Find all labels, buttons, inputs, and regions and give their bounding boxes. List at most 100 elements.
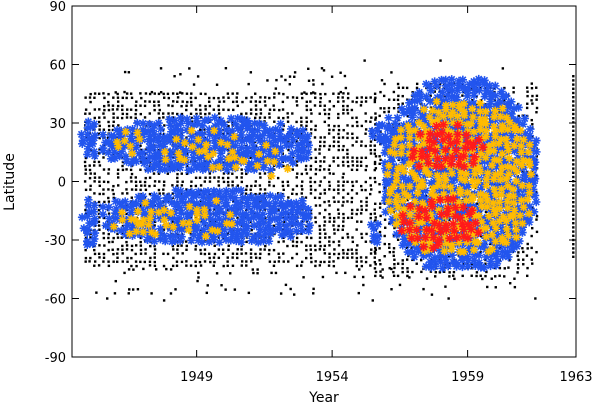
small-point [319,164,322,168]
large-point [498,121,507,130]
medium-point [416,108,425,117]
largest-point [467,205,477,215]
large-point [263,157,272,166]
largest-point [414,161,424,171]
medium-point [430,257,439,266]
medium-point [101,221,111,230]
medium-point [172,220,182,229]
small-point [111,108,115,111]
small-point [148,112,152,115]
medium-point [84,134,94,144]
small-point [116,92,119,96]
small-point [273,96,276,99]
small-point [98,192,101,196]
small-point [199,116,203,119]
small-point [318,212,321,215]
small-point [88,176,92,180]
large-point [217,138,226,147]
medium-point [293,146,303,155]
small-point [291,192,294,195]
small-point [341,148,345,152]
large-point [517,148,526,157]
large-point [495,217,504,226]
small-point [332,104,336,108]
medium-point [260,230,269,240]
medium-point [265,138,274,147]
medium-point [436,124,446,133]
medium-point [409,131,419,140]
small-point [102,92,105,95]
small-point [121,192,124,195]
small-point [447,254,451,258]
medium-point [226,158,235,168]
medium-point [222,125,231,135]
small-point [231,92,234,95]
small-point [369,184,373,187]
small-point [134,180,138,184]
small-point [300,220,304,223]
medium-point [507,131,517,140]
medium-point [486,97,495,106]
small-point [171,104,174,108]
medium-point [299,214,309,223]
medium-point [143,127,153,136]
medium-point [386,179,395,188]
large-point [503,204,512,213]
large-point [405,127,414,136]
small-point [356,220,359,223]
small-point [355,116,358,119]
medium-point [254,158,263,167]
large-point [383,170,392,179]
small-point [381,268,384,271]
small-point [166,92,170,96]
small-point [102,252,106,256]
small-point [430,293,434,296]
small-point [272,184,276,188]
medium-point [266,165,275,175]
medium-point [523,184,533,193]
small-point [356,244,359,247]
medium-point [281,154,290,163]
small-point [342,164,345,167]
small-point [93,92,97,95]
small-point [303,91,306,94]
medium-point [181,191,191,201]
medium-point [304,204,313,214]
small-point [337,252,341,256]
small-point [199,184,203,187]
small-point [351,164,355,167]
medium-point [187,138,196,147]
medium-point [387,129,397,138]
small-point [162,116,165,119]
small-point [305,172,309,175]
small-point [143,100,147,103]
small-point [397,103,400,106]
small-point [206,284,209,287]
small-point [102,260,105,263]
small-point [199,112,202,115]
small-point [153,224,156,227]
small-point [254,180,257,183]
large-point [477,119,486,128]
x-tick-label: 1963 [559,370,592,385]
small-point [258,192,262,195]
medium-point [259,236,268,246]
small-point [313,244,317,247]
small-point [171,220,174,223]
medium-point [173,224,182,234]
medium-point [137,205,147,214]
medium-point [486,208,496,217]
large-point [440,247,449,256]
small-point [374,216,377,219]
small-point [373,176,376,180]
medium-point [210,121,220,131]
small-point [144,92,148,95]
small-point [572,91,575,95]
small-point [154,268,158,271]
small-point [180,244,183,247]
small-point [332,136,335,139]
small-point [199,92,203,95]
large-point [518,219,527,228]
medium-point [519,214,529,224]
small-point [336,100,340,103]
